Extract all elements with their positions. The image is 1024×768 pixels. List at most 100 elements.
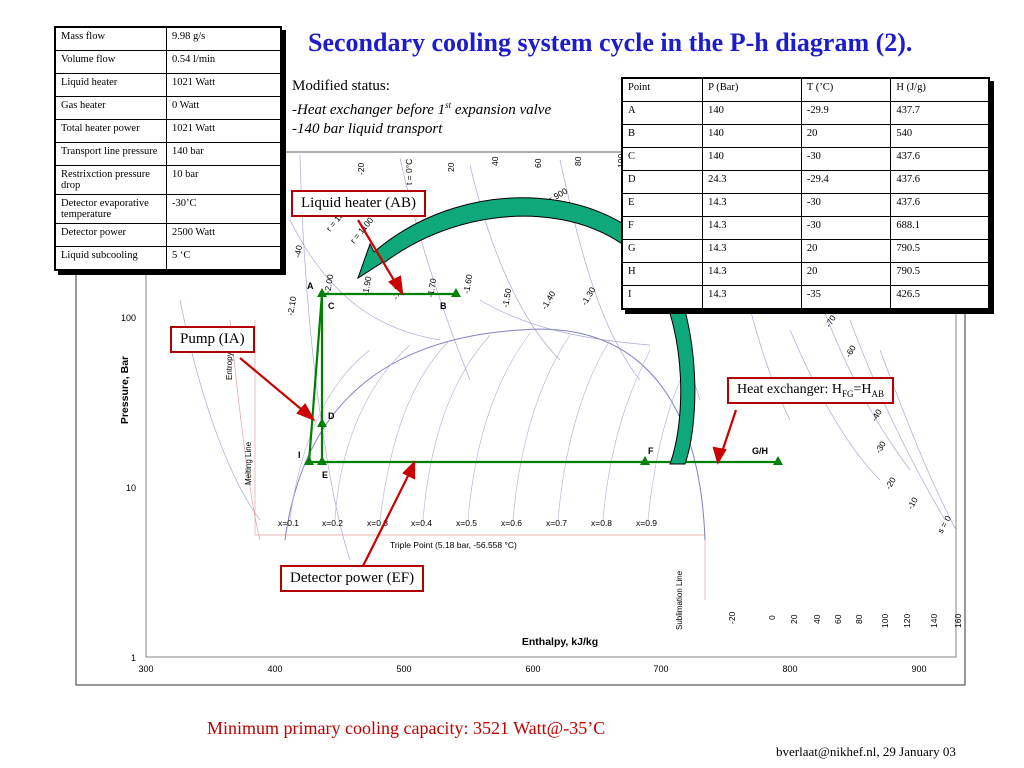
table-cell: 14.3 — [702, 193, 802, 217]
callout-arrows — [239, 219, 738, 573]
parameter-value: 10 bar — [166, 165, 282, 195]
heat-exchanger-callout: Heat exchanger: HFG=HAB — [727, 377, 894, 404]
point-label-GH: G/H — [752, 446, 768, 456]
table-row: H 14.3 20 790.5 — [621, 262, 990, 286]
quality-lines — [289, 332, 686, 521]
x-tick: 600 — [525, 664, 540, 674]
points-header-row: Point P (Bar) T (’C) H (J/g) — [621, 77, 990, 102]
table-cell: 426.5 — [890, 285, 990, 310]
table-cell: 688.1 — [890, 216, 990, 240]
quality-label: x=0.4 — [411, 518, 432, 528]
temp-label: 60 — [533, 158, 543, 168]
table-row: I 14.3 -35 426.5 — [621, 285, 990, 310]
parameter-value: 1021 Watt — [166, 73, 282, 97]
table-cell: 790.5 — [890, 262, 990, 286]
table-row: D 24.3 -29.4 437.6 — [621, 170, 990, 194]
modified-line-2: -140 bar liquid transport — [292, 121, 443, 137]
column-header: T (’C) — [800, 77, 892, 102]
table-cell: I — [621, 285, 704, 310]
y-tick: 10 — [126, 483, 136, 493]
table-cell: 20 — [800, 239, 892, 263]
parameter-label: Gas heater — [54, 96, 167, 120]
parameter-row: Gas heater 0 Watt — [54, 96, 282, 120]
temp-label: -20 — [356, 162, 366, 175]
y-axis: 100 10 1 — [121, 313, 136, 663]
modified-status: Modified status: -Heat exchanger before … — [292, 77, 551, 139]
table-cell: 540 — [890, 124, 990, 148]
quality-label: x=0.8 — [591, 518, 612, 528]
marker-B — [451, 288, 461, 297]
temp-label: 80 — [573, 156, 583, 166]
quality-label: x=0.1 — [278, 518, 299, 528]
column-header: P (Bar) — [702, 77, 802, 102]
table-cell: F — [621, 216, 704, 240]
temp-label: 0 — [767, 615, 777, 620]
cycle-markers — [304, 288, 783, 465]
table-cell: 437.6 — [890, 193, 990, 217]
temp-label: 100 — [880, 614, 890, 628]
modified-heading: Modified status: — [292, 78, 390, 94]
table-cell: -30 — [800, 216, 892, 240]
point-label-D: D — [328, 411, 335, 421]
point-label-A: A — [307, 281, 314, 291]
parameter-row: Detector evaporative temperature -30’C — [54, 194, 282, 224]
temp-label: t = 0°C — [404, 159, 414, 185]
parameter-label: Detector evaporative temperature — [54, 194, 167, 224]
temp-label: 40 — [490, 156, 500, 166]
table-cell: 14.3 — [702, 285, 802, 310]
x-tick: 500 — [396, 664, 411, 674]
parameter-label: Total heater power — [54, 119, 167, 143]
table-cell: -29.4 — [800, 170, 892, 194]
table-row: B 140 20 540 — [621, 124, 990, 148]
point-label-E: E — [322, 470, 328, 480]
table-cell: -30 — [800, 147, 892, 171]
parameter-row: Mass flow 9.98 g/s — [54, 26, 282, 51]
cycle-point-labels: A B C D E F G/H I — [298, 281, 768, 480]
table-row: A 140 -29.9 437.7 — [621, 101, 990, 125]
temp-label: 20 — [446, 162, 456, 172]
parameter-value: 0.54 l/min — [166, 50, 282, 74]
table-cell: 140 — [702, 124, 802, 148]
table-cell: 140 — [702, 147, 802, 171]
table-cell: H — [621, 262, 704, 286]
parameters-table: Mass flow 9.98 g/s Volume flow 0.54 l/min Li… — [54, 26, 282, 271]
table-cell: 20 — [800, 124, 892, 148]
x-tick: 300 — [138, 664, 153, 674]
entropy-label: -1.60 — [461, 273, 474, 294]
marker-D — [317, 418, 327, 427]
point-label-B: B — [440, 301, 447, 311]
quality-labels: x=0.1 x=0.2 x=0.3 x=0.4 x=0.5 x=0.6 x=0.… — [278, 518, 657, 528]
page-title: Secondary cooling system cycle in the P-… — [308, 28, 913, 57]
parameter-row: Liquid subcooling 5 ‘C — [54, 246, 282, 271]
table-cell: 437.6 — [890, 170, 990, 194]
temp-label: 120 — [902, 614, 912, 628]
parameter-row: Liquid heater 1021 Watt — [54, 73, 282, 97]
table-row: F 14.3 -30 688.1 — [621, 216, 990, 240]
parameter-value: 0 Watt — [166, 96, 282, 120]
temp-label: 80 — [854, 614, 864, 624]
sublimation-line-label: Sublimation Line — [675, 570, 684, 630]
point-label-I: I — [298, 450, 301, 460]
parameter-row: Transport line pressure 140 bar — [54, 142, 282, 166]
table-cell: 24.3 — [702, 170, 802, 194]
table-cell: 790.5 — [890, 239, 990, 263]
parameter-label: Mass flow — [54, 26, 167, 51]
marker-E — [317, 456, 327, 465]
table-cell: 437.7 — [890, 101, 990, 125]
quality-label: x=0.6 — [501, 518, 522, 528]
x-tick: 900 — [911, 664, 926, 674]
liquid-heater-callout: Liquid heater (AB) — [291, 190, 426, 217]
quality-label: x=0.7 — [546, 518, 567, 528]
table-cell: -29.9 — [800, 101, 892, 125]
entropy-label: -2.00 — [322, 273, 335, 294]
table-row: G 14.3 20 790.5 — [621, 239, 990, 263]
red-isolines — [229, 319, 706, 600]
parameter-label: Transport line pressure — [54, 142, 167, 166]
table-cell: A — [621, 101, 704, 125]
table-cell: 140 — [702, 101, 802, 125]
entropy-label: -2.10 — [285, 295, 298, 316]
table-row: E 14.3 -30 437.6 — [621, 193, 990, 217]
table-cell: E — [621, 193, 704, 217]
parameter-value: 2500 Watt — [166, 223, 282, 247]
points-table: Point P (Bar) T (’C) H (J/g) A 140 -29.9 437.7… — [621, 77, 990, 310]
